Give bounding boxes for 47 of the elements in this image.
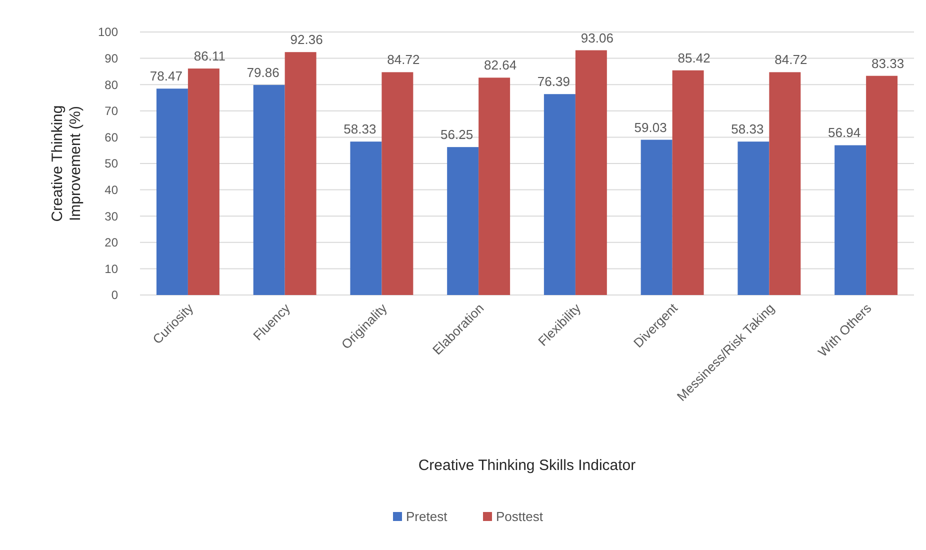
data-label: 93.06	[580, 30, 614, 46]
y-axis-title: Creative Thinking Improvement (%)	[49, 105, 84, 222]
data-label: 82.64	[484, 58, 517, 73]
bar	[834, 145, 866, 295]
bar	[769, 72, 801, 295]
y-tick-label: 30	[104, 209, 118, 224]
data-label: 84.72	[774, 52, 808, 68]
legend-label: Posttest	[496, 509, 544, 524]
x-axis-title: Creative Thinking Skills Indicator	[418, 457, 636, 474]
data-label: 76.39	[537, 74, 570, 90]
legend-label: Pretest	[406, 509, 448, 524]
bar	[544, 94, 576, 295]
data-label: 79.86	[246, 64, 280, 80]
data-label: 59.03	[634, 120, 667, 135]
y-tick-label: 0	[111, 288, 118, 302]
bar	[866, 76, 898, 295]
bar	[284, 52, 316, 295]
bar	[253, 84, 285, 295]
y-tick-label: 20	[104, 236, 118, 250]
y-tick-label: 10	[104, 262, 118, 276]
y-tick-label: 80	[104, 78, 118, 92]
data-label: 92.36	[290, 32, 323, 48]
data-label: 84.72	[387, 52, 420, 68]
y-tick-label: 100	[98, 25, 118, 40]
data-label: 78.47	[150, 68, 182, 84]
data-label: 83.33	[872, 56, 904, 71]
y-tick-label: 90	[104, 52, 118, 66]
bar	[188, 68, 220, 295]
data-label: 58.33	[344, 122, 376, 137]
bar	[156, 88, 188, 295]
data-label: 85.42	[678, 50, 710, 66]
data-label: 56.94	[828, 125, 861, 140]
data-label: 56.25	[440, 127, 474, 142]
bar	[382, 72, 414, 295]
bar	[672, 70, 704, 295]
y-tick-label: 40	[104, 183, 118, 197]
bar	[447, 147, 479, 295]
bar	[478, 78, 510, 295]
bar	[350, 142, 382, 295]
bar	[738, 142, 770, 295]
y-tick-label: 60	[104, 130, 118, 144]
bar	[575, 50, 607, 295]
bar	[640, 140, 672, 295]
data-label: 58.33	[731, 122, 764, 137]
y-tick-label: 50	[104, 156, 118, 171]
data-label: 86.11	[194, 48, 226, 64]
y-tick-label: 70	[104, 104, 118, 118]
